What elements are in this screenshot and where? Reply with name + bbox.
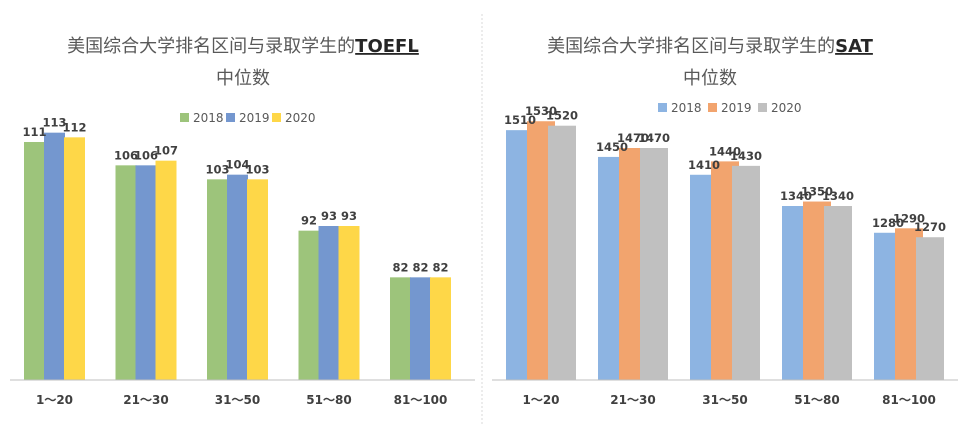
- toefl-chart-title: 美国综合大学排名区间与录取学生的TOEFL: [67, 36, 419, 57]
- toefl-bar-3-2018: [298, 230, 320, 380]
- sat-bar-4-2020: [916, 237, 944, 380]
- sat-value-label-3-2020: 1340: [822, 189, 854, 203]
- toefl-value-label-2-2019: 104: [225, 158, 249, 172]
- toefl-bar-2-2019: [227, 174, 248, 380]
- toefl-chart: 美国综合大学排名区间与录取学生的TOEFL 中位数 2018 2019 2020 1…: [10, 36, 475, 407]
- toefl-legend-label-2019: 2019: [239, 111, 270, 125]
- toefl-value-label-0-2020: 112: [62, 120, 86, 134]
- toefl-value-label-2-2018: 103: [205, 162, 229, 176]
- sat-bar-2-2020: [732, 165, 760, 380]
- sat-value-label-1-2020: 1470: [638, 131, 670, 145]
- sat-value-label-0-2018: 1510: [504, 113, 536, 127]
- toefl-category-label-1: 21～30: [123, 393, 168, 407]
- sat-chart: 美国综合大学排名区间与录取学生的SAT 中位数 2018 2019 2020 151…: [492, 36, 958, 407]
- sat-value-label-3-2018: 1340: [780, 189, 812, 203]
- toefl-category-label-3: 51～80: [306, 393, 351, 407]
- toefl-bar-4-2020: [430, 277, 451, 380]
- toefl-bar-2-2018: [207, 179, 228, 380]
- toefl-bar-0-2020: [64, 137, 85, 380]
- toefl-category-label-4: 81～100: [394, 393, 448, 407]
- toefl-legend-swatch-2020: [272, 113, 281, 122]
- toefl-bar-3-2020: [338, 226, 360, 380]
- toefl-value-label-3-2020: 93: [341, 209, 357, 223]
- sat-legend-swatch-2019: [708, 103, 717, 112]
- toefl-bar-4-2019: [410, 277, 431, 380]
- toefl-title-main: 美国综合大学排名区间与录取学生的: [67, 36, 355, 57]
- sat-value-label-1-2019: 1470: [617, 131, 649, 145]
- sat-value-label-4-2019: 1290: [893, 211, 925, 225]
- toefl-category-label-0: 1～20: [36, 393, 73, 407]
- sat-legend-swatch-2020: [758, 103, 767, 112]
- sat-title-emphasis: SAT: [835, 36, 873, 57]
- toefl-legend-label-2018: 2018: [193, 111, 224, 125]
- toefl-value-label-4-2018: 82: [392, 260, 408, 274]
- sat-value-label-3-2019: 1350: [801, 185, 833, 199]
- toefl-bar-1-2020: [155, 160, 177, 380]
- toefl-bar-0-2018: [24, 142, 45, 380]
- sat-bar-3-2020: [824, 206, 852, 380]
- sat-category-label-4: 81～100: [882, 393, 936, 407]
- toefl-value-label-1-2019: 106: [134, 148, 158, 162]
- sat-category-labels: 1～20 21～30 31～50 51～80 81～100: [522, 393, 935, 407]
- toefl-value-label-1-2020: 107: [154, 144, 178, 158]
- sat-value-labels: 1510153015201450147014701410144014301340…: [504, 104, 946, 234]
- sat-chart-subtitle: 中位数: [683, 68, 737, 89]
- toefl-legend: 2018 2019 2020: [180, 111, 316, 125]
- sat-bar-0-2020: [548, 125, 576, 380]
- sat-legend-label-2018: 2018: [671, 101, 702, 115]
- sat-bar-1-2020: [640, 148, 668, 380]
- toefl-bar-2-2020: [247, 179, 268, 380]
- toefl-value-label-3-2019: 93: [321, 209, 337, 223]
- sat-chart-title: 美国综合大学排名区间与录取学生的SAT: [547, 36, 873, 57]
- sat-legend: 2018 2019 2020: [658, 101, 802, 115]
- sat-value-label-0-2019: 1530: [525, 104, 557, 118]
- sat-title-main: 美国综合大学排名区间与录取学生的: [547, 36, 835, 57]
- toefl-legend-swatch-2018: [180, 113, 189, 122]
- toefl-value-label-4-2019: 82: [412, 260, 428, 274]
- toefl-bar-1-2019: [135, 165, 157, 380]
- sat-legend-label-2020: 2020: [771, 101, 802, 115]
- sat-category-label-2: 31～50: [702, 393, 747, 407]
- toefl-value-label-1-2018: 106: [114, 148, 138, 162]
- sat-value-label-2-2020: 1430: [730, 149, 762, 163]
- toefl-value-label-0-2018: 111: [22, 125, 46, 139]
- toefl-value-label-4-2020: 82: [432, 260, 448, 274]
- sat-category-label-3: 51～80: [794, 393, 839, 407]
- toefl-bars: [24, 132, 451, 380]
- toefl-bar-0-2019: [44, 132, 65, 380]
- sat-legend-label-2019: 2019: [721, 101, 752, 115]
- toefl-legend-swatch-2019: [226, 113, 235, 122]
- toefl-category-labels: 1～20 21～30 31～50 51～80 81～100: [36, 393, 447, 407]
- toefl-bar-4-2018: [390, 277, 411, 380]
- sat-value-label-2-2018: 1410: [688, 158, 720, 172]
- sat-value-label-2-2019: 1440: [709, 144, 741, 158]
- toefl-value-label-2-2020: 103: [245, 162, 269, 176]
- toefl-legend-label-2020: 2020: [285, 111, 316, 125]
- sat-legend-swatch-2018: [658, 103, 667, 112]
- toefl-title-emphasis: TOEFL: [355, 36, 419, 57]
- sat-bars: [506, 121, 944, 380]
- toefl-value-label-0-2019: 113: [42, 116, 66, 130]
- toefl-category-label-2: 31～50: [215, 393, 260, 407]
- sat-value-label-4-2020: 1270: [914, 220, 946, 234]
- sat-value-label-1-2018: 1450: [596, 140, 628, 154]
- sat-value-label-4-2018: 1280: [872, 216, 904, 230]
- toefl-chart-subtitle: 中位数: [216, 68, 270, 89]
- toefl-bar-1-2018: [115, 165, 137, 380]
- sat-category-label-1: 21～30: [610, 393, 655, 407]
- sat-category-label-0: 1～20: [522, 393, 559, 407]
- toefl-value-label-3-2018: 92: [301, 214, 317, 228]
- toefl-bar-3-2019: [318, 226, 340, 380]
- sat-value-label-0-2020: 1520: [546, 109, 578, 123]
